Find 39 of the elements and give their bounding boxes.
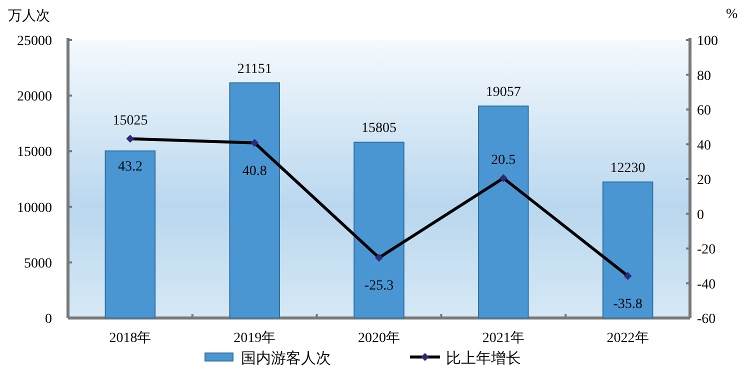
- bar: [354, 142, 404, 318]
- y2-tick-label: -60: [697, 312, 716, 327]
- bar: [104, 150, 156, 318]
- data-label: 12230: [610, 161, 646, 176]
- data-label: 21151: [237, 62, 272, 77]
- x-tick-label: 2022年: [606, 330, 649, 346]
- y-tick-label: 15000: [17, 145, 52, 160]
- data-label: -25.3: [364, 278, 394, 294]
- y-tick-label: 10000: [17, 200, 52, 216]
- y-tick-label: 20000: [17, 90, 52, 105]
- y-tick-label: 25000: [17, 34, 52, 49]
- y2-tick-label: 100: [697, 34, 718, 49]
- y2-tick-label: -40: [697, 277, 716, 292]
- legend-label: 国内游客人次: [241, 350, 331, 367]
- y-tick-label: 5000: [24, 256, 52, 272]
- y2-tick-label: 20: [697, 173, 711, 188]
- x-tick-label: 2019年: [234, 330, 276, 346]
- x-tick-label: 2020年: [358, 330, 400, 346]
- y2-tick-label: 0: [697, 208, 704, 223]
- bar: [602, 182, 654, 318]
- data-label: 40.8: [242, 164, 267, 179]
- bar: [229, 82, 280, 318]
- data-label: 19057: [486, 85, 521, 100]
- y2-tick-label: 40: [697, 138, 711, 154]
- y-axis-title: 万人次: [8, 7, 50, 23]
- y-tick-label: 0: [45, 312, 52, 327]
- legend-label: 比上年增长: [446, 350, 521, 367]
- data-label: 20.5: [491, 153, 516, 168]
- data-label: -35.8: [613, 296, 642, 312]
- bar: [478, 106, 529, 318]
- data-label: 15025: [112, 114, 148, 129]
- data-label: 15805: [362, 121, 396, 136]
- x-tick-label: 2021年: [482, 330, 524, 346]
- data-label: 43.2: [118, 160, 142, 175]
- x-tick-label: 2018年: [109, 330, 152, 346]
- y2-tick-label: -20: [697, 242, 716, 258]
- y2-axis-title: %: [726, 7, 738, 22]
- y2-tick-label: 60: [697, 104, 711, 118]
- y2-tick-label: 80: [697, 68, 711, 84]
